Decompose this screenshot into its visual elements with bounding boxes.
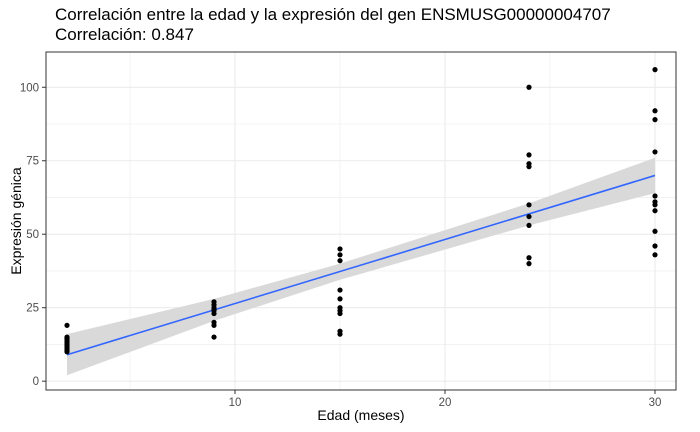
regression-line: [66, 174, 656, 356]
x-tick-label: 30: [649, 397, 662, 409]
data-point: [652, 243, 658, 249]
data-point: [652, 108, 658, 114]
data-point: [526, 261, 532, 267]
data-point: [337, 287, 343, 293]
data-point: [652, 208, 658, 214]
y-tick-label: 75: [26, 156, 39, 168]
data-point: [526, 222, 532, 229]
data-point: [337, 331, 343, 337]
data-point: [337, 252, 343, 258]
data-point: [337, 296, 343, 302]
data-point: [211, 322, 217, 328]
data-point: [652, 67, 658, 73]
data-point: [211, 334, 217, 340]
data-point: [526, 213, 532, 220]
confidence-band-layer: [67, 157, 655, 376]
y-tick-label: 100: [20, 82, 39, 94]
data-point: [652, 149, 658, 155]
axis-ticks: 10 20 30 0 25 50 75 100: [20, 82, 662, 409]
data-point: [526, 202, 532, 208]
data-point: [211, 310, 217, 317]
plot-panel-border: [45, 51, 677, 391]
data-point: [652, 117, 658, 123]
data-point: [652, 252, 658, 258]
data-point: [526, 152, 532, 158]
data-point: [652, 193, 658, 199]
data-point: [526, 255, 532, 261]
x-axis-title: Edad (meses): [317, 407, 404, 423]
data-point: [526, 164, 532, 170]
data-point: [337, 246, 343, 252]
fit-line-layer: [66, 174, 656, 356]
data-point: [64, 349, 70, 355]
data-point: [652, 202, 658, 208]
x-tick-label: 10: [229, 397, 242, 409]
chart-subtitle: Correlación: 0.847: [55, 25, 194, 44]
data-point: [526, 84, 532, 90]
data-points: [64, 67, 658, 355]
data-point: [652, 228, 658, 234]
x-tick-label: 20: [439, 397, 452, 409]
y-tick-label: 0: [33, 376, 39, 388]
data-point: [337, 258, 343, 264]
grid-lines: [46, 52, 676, 390]
data-point: [337, 310, 343, 317]
data-point: [64, 322, 70, 328]
chart-title: Correlación entre la edad y la expresión…: [55, 5, 611, 24]
y-tick-label: 25: [26, 303, 39, 315]
y-tick-label: 50: [26, 229, 39, 241]
y-axis-title: Expresión génica: [8, 167, 24, 275]
confidence-band: [67, 157, 655, 376]
